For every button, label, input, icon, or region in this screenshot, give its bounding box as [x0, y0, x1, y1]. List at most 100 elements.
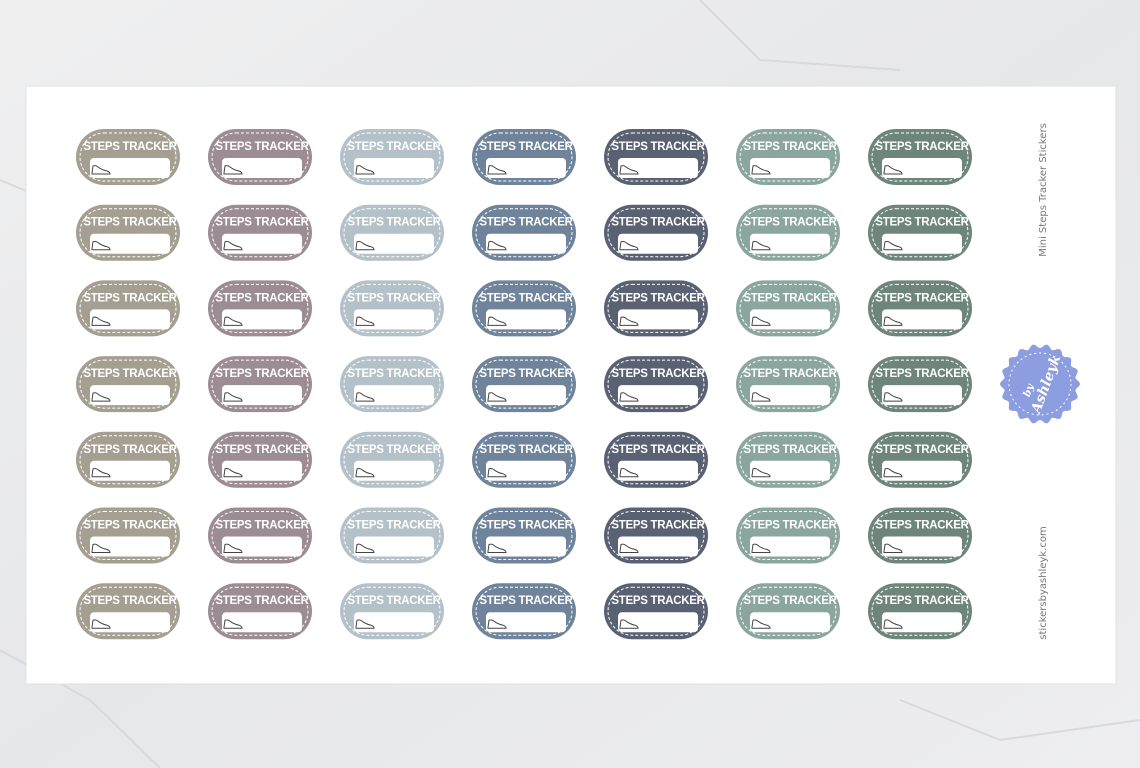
stitch-border — [475, 435, 573, 485]
shoe-icon — [91, 392, 111, 402]
write-in-box — [618, 536, 698, 557]
write-in-box — [354, 158, 434, 178]
write-in-box — [90, 233, 170, 254]
shoe-icon — [355, 543, 375, 553]
write-in-box — [354, 612, 434, 633]
sticker-label: STEPS TRACKER — [479, 520, 573, 532]
sticker-label: STEPS TRACKER — [875, 444, 969, 456]
write-in-box — [90, 158, 170, 178]
sticker: STEPS TRACKER — [868, 204, 972, 261]
shoe-icon — [223, 316, 243, 326]
stitch-border — [475, 208, 573, 258]
write-in-box — [618, 158, 698, 178]
sticker: STEPS TRACKER — [604, 583, 708, 640]
write-in-box — [750, 460, 830, 481]
shoe-icon — [223, 392, 243, 402]
sticker: STEPS TRACKER — [340, 507, 444, 564]
stitch-border — [739, 132, 837, 182]
shoe-icon — [91, 240, 111, 251]
write-in-box — [750, 233, 830, 254]
write-in-box — [354, 536, 434, 557]
stitch-border — [475, 359, 573, 409]
sticker: STEPS TRACKER — [76, 356, 180, 413]
stitch-border — [739, 283, 837, 333]
stitch-border — [475, 283, 573, 333]
sticker-label: STEPS TRACKER — [743, 595, 837, 607]
shoe-icon — [487, 240, 507, 251]
write-in-box — [354, 309, 434, 330]
write-in-box — [882, 309, 962, 330]
sticker-label: STEPS TRACKER — [215, 217, 309, 229]
write-in-box — [222, 158, 302, 178]
sticker: STEPS TRACKER — [604, 280, 708, 337]
shoe-icon — [223, 543, 243, 553]
shoe-icon — [883, 619, 903, 629]
write-in-box — [222, 385, 302, 406]
sticker: STEPS TRACKER — [340, 280, 444, 337]
write-in-box — [882, 536, 962, 557]
write-in-box — [90, 536, 170, 557]
shoe-icon — [751, 240, 771, 251]
sticker-label: STEPS TRACKER — [479, 444, 573, 456]
write-in-box — [354, 460, 434, 481]
sticker-label: STEPS TRACKER — [611, 141, 705, 153]
brand-badge: by Ashleyk — [1000, 344, 1080, 424]
shoe-icon — [751, 392, 771, 402]
sticker-label: STEPS TRACKER — [611, 368, 705, 380]
stitch-border — [79, 208, 177, 258]
shoe-icon — [91, 467, 111, 478]
sticker: STEPS TRACKER — [472, 129, 576, 185]
sticker: STEPS TRACKER — [472, 431, 576, 488]
shoe-icon — [751, 316, 771, 326]
write-in-box — [354, 233, 434, 254]
sticker: STEPS TRACKER — [868, 431, 972, 488]
shoe-icon — [619, 392, 639, 402]
write-in-box — [750, 536, 830, 557]
write-in-box — [618, 460, 698, 481]
shoe-icon — [487, 619, 507, 629]
sticker-label: STEPS TRACKER — [611, 292, 705, 304]
write-in-box — [90, 460, 170, 481]
sticker: STEPS TRACKER — [472, 507, 576, 564]
write-in-box — [882, 385, 962, 406]
sticker: STEPS TRACKER — [340, 431, 444, 488]
sticker: STEPS TRACKER — [604, 431, 708, 488]
shoe-icon — [355, 240, 375, 251]
sticker-label: STEPS TRACKER — [611, 595, 705, 607]
write-in-box — [750, 158, 830, 178]
sticker: STEPS TRACKER — [76, 583, 180, 640]
sticker-label: STEPS TRACKER — [215, 444, 309, 456]
sticker: STEPS TRACKER — [76, 204, 180, 261]
sticker-label: STEPS TRACKER — [347, 595, 441, 607]
sticker-label: STEPS TRACKER — [215, 520, 309, 532]
sticker-label: STEPS TRACKER — [743, 368, 837, 380]
stitch-border — [211, 283, 309, 333]
stitch-border — [739, 359, 837, 409]
shoe-icon — [619, 619, 639, 629]
stitch-border — [871, 359, 969, 409]
stitch-border — [607, 359, 705, 409]
shoe-icon — [355, 165, 375, 175]
sticker: STEPS TRACKER — [472, 280, 576, 337]
stitch-border — [871, 132, 969, 182]
sticker: STEPS TRACKER — [76, 507, 180, 564]
write-in-box — [750, 309, 830, 330]
shoe-icon — [619, 240, 639, 251]
write-in-box — [618, 233, 698, 254]
stitch-border — [211, 132, 309, 182]
sticker-label: STEPS TRACKER — [83, 444, 177, 456]
shoe-icon — [223, 619, 243, 629]
shoe-icon — [883, 467, 903, 478]
sticker: STEPS TRACKER — [604, 204, 708, 261]
stitch-border — [475, 132, 573, 182]
stitch-border — [343, 586, 441, 636]
write-in-box — [90, 309, 170, 330]
stitch-border — [343, 208, 441, 258]
stitch-border — [211, 511, 309, 560]
shoe-icon — [619, 543, 639, 553]
sticker-label: STEPS TRACKER — [83, 292, 177, 304]
stitch-border — [607, 132, 705, 182]
shoe-icon — [883, 392, 903, 402]
sticker-label: STEPS TRACKER — [83, 595, 177, 607]
